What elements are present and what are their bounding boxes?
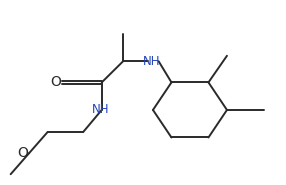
Text: NH: NH bbox=[92, 103, 109, 116]
Text: O: O bbox=[50, 75, 61, 89]
Text: O: O bbox=[17, 146, 28, 160]
Text: NH: NH bbox=[143, 55, 160, 68]
